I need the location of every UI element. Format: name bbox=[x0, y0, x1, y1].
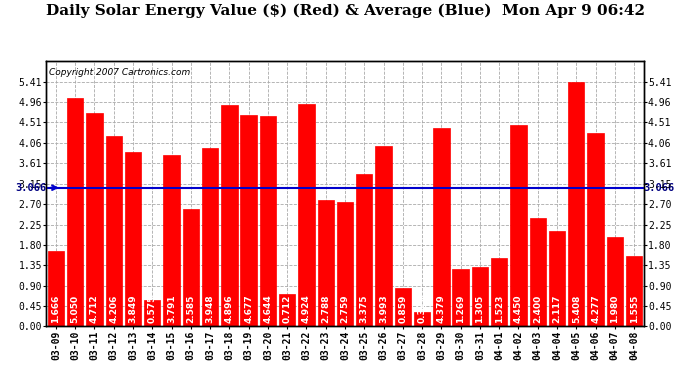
Text: 4.644: 4.644 bbox=[264, 294, 273, 323]
Bar bbox=[144, 300, 161, 327]
Text: 0.859: 0.859 bbox=[398, 294, 407, 323]
Text: 3.066: 3.066 bbox=[15, 183, 46, 193]
Text: 2.117: 2.117 bbox=[553, 294, 562, 323]
Bar bbox=[607, 237, 623, 327]
Text: 0.575: 0.575 bbox=[148, 294, 157, 323]
Text: 5.408: 5.408 bbox=[572, 294, 581, 323]
Text: 1.666: 1.666 bbox=[51, 294, 61, 323]
Bar bbox=[183, 210, 199, 327]
Text: 1.980: 1.980 bbox=[611, 294, 620, 323]
Text: 4.277: 4.277 bbox=[591, 294, 600, 323]
Text: 5.050: 5.050 bbox=[70, 295, 79, 323]
Bar bbox=[259, 116, 276, 327]
Bar bbox=[164, 155, 179, 327]
Bar bbox=[395, 288, 411, 327]
Bar bbox=[453, 269, 469, 327]
Text: 3.375: 3.375 bbox=[359, 294, 368, 323]
Bar bbox=[626, 256, 642, 327]
Text: 2.585: 2.585 bbox=[186, 294, 195, 323]
Bar bbox=[298, 104, 315, 327]
Text: 3.791: 3.791 bbox=[167, 294, 176, 323]
Bar bbox=[48, 251, 64, 327]
Text: 1.555: 1.555 bbox=[629, 294, 639, 323]
Text: 4.712: 4.712 bbox=[90, 294, 99, 323]
Bar bbox=[511, 125, 526, 327]
Text: 1.269: 1.269 bbox=[456, 294, 465, 323]
Text: 3.993: 3.993 bbox=[379, 294, 388, 323]
Text: 4.206: 4.206 bbox=[109, 294, 118, 323]
Text: 4.924: 4.924 bbox=[302, 294, 311, 323]
Bar bbox=[67, 98, 83, 327]
Text: 3.849: 3.849 bbox=[128, 294, 137, 323]
Bar bbox=[587, 133, 604, 327]
Bar bbox=[414, 312, 431, 327]
Bar bbox=[86, 113, 103, 327]
Text: Copyright 2007 Cartronics.com: Copyright 2007 Cartronics.com bbox=[49, 68, 190, 77]
Bar bbox=[472, 267, 488, 327]
Text: 4.896: 4.896 bbox=[225, 294, 234, 323]
Bar bbox=[240, 115, 257, 327]
Bar bbox=[356, 174, 373, 327]
Text: 4.379: 4.379 bbox=[437, 294, 446, 323]
Bar bbox=[279, 294, 295, 327]
Bar bbox=[568, 82, 584, 327]
Text: 1.305: 1.305 bbox=[475, 295, 484, 323]
Text: 1.523: 1.523 bbox=[495, 294, 504, 323]
Text: 0.712: 0.712 bbox=[283, 294, 292, 323]
Text: 2.788: 2.788 bbox=[322, 294, 331, 323]
Bar bbox=[337, 202, 353, 327]
Text: 4.677: 4.677 bbox=[244, 294, 253, 323]
Bar bbox=[125, 152, 141, 327]
Bar bbox=[317, 200, 334, 327]
Bar bbox=[202, 148, 218, 327]
Text: 3.066: 3.066 bbox=[644, 183, 675, 193]
Text: Daily Solar Energy Value ($) (Red) & Average (Blue)  Mon Apr 9 06:42: Daily Solar Energy Value ($) (Red) & Ave… bbox=[46, 4, 644, 18]
Text: 2.400: 2.400 bbox=[533, 295, 542, 323]
Bar bbox=[549, 231, 565, 327]
Bar bbox=[106, 136, 122, 327]
Text: 2.759: 2.759 bbox=[340, 294, 350, 323]
Bar bbox=[529, 218, 546, 327]
Text: 0.323: 0.323 bbox=[417, 295, 426, 323]
Text: 3.948: 3.948 bbox=[206, 294, 215, 323]
Bar bbox=[375, 146, 392, 327]
Bar bbox=[221, 105, 237, 327]
Bar bbox=[491, 258, 507, 327]
Bar bbox=[433, 128, 450, 327]
Text: 4.450: 4.450 bbox=[514, 294, 523, 323]
